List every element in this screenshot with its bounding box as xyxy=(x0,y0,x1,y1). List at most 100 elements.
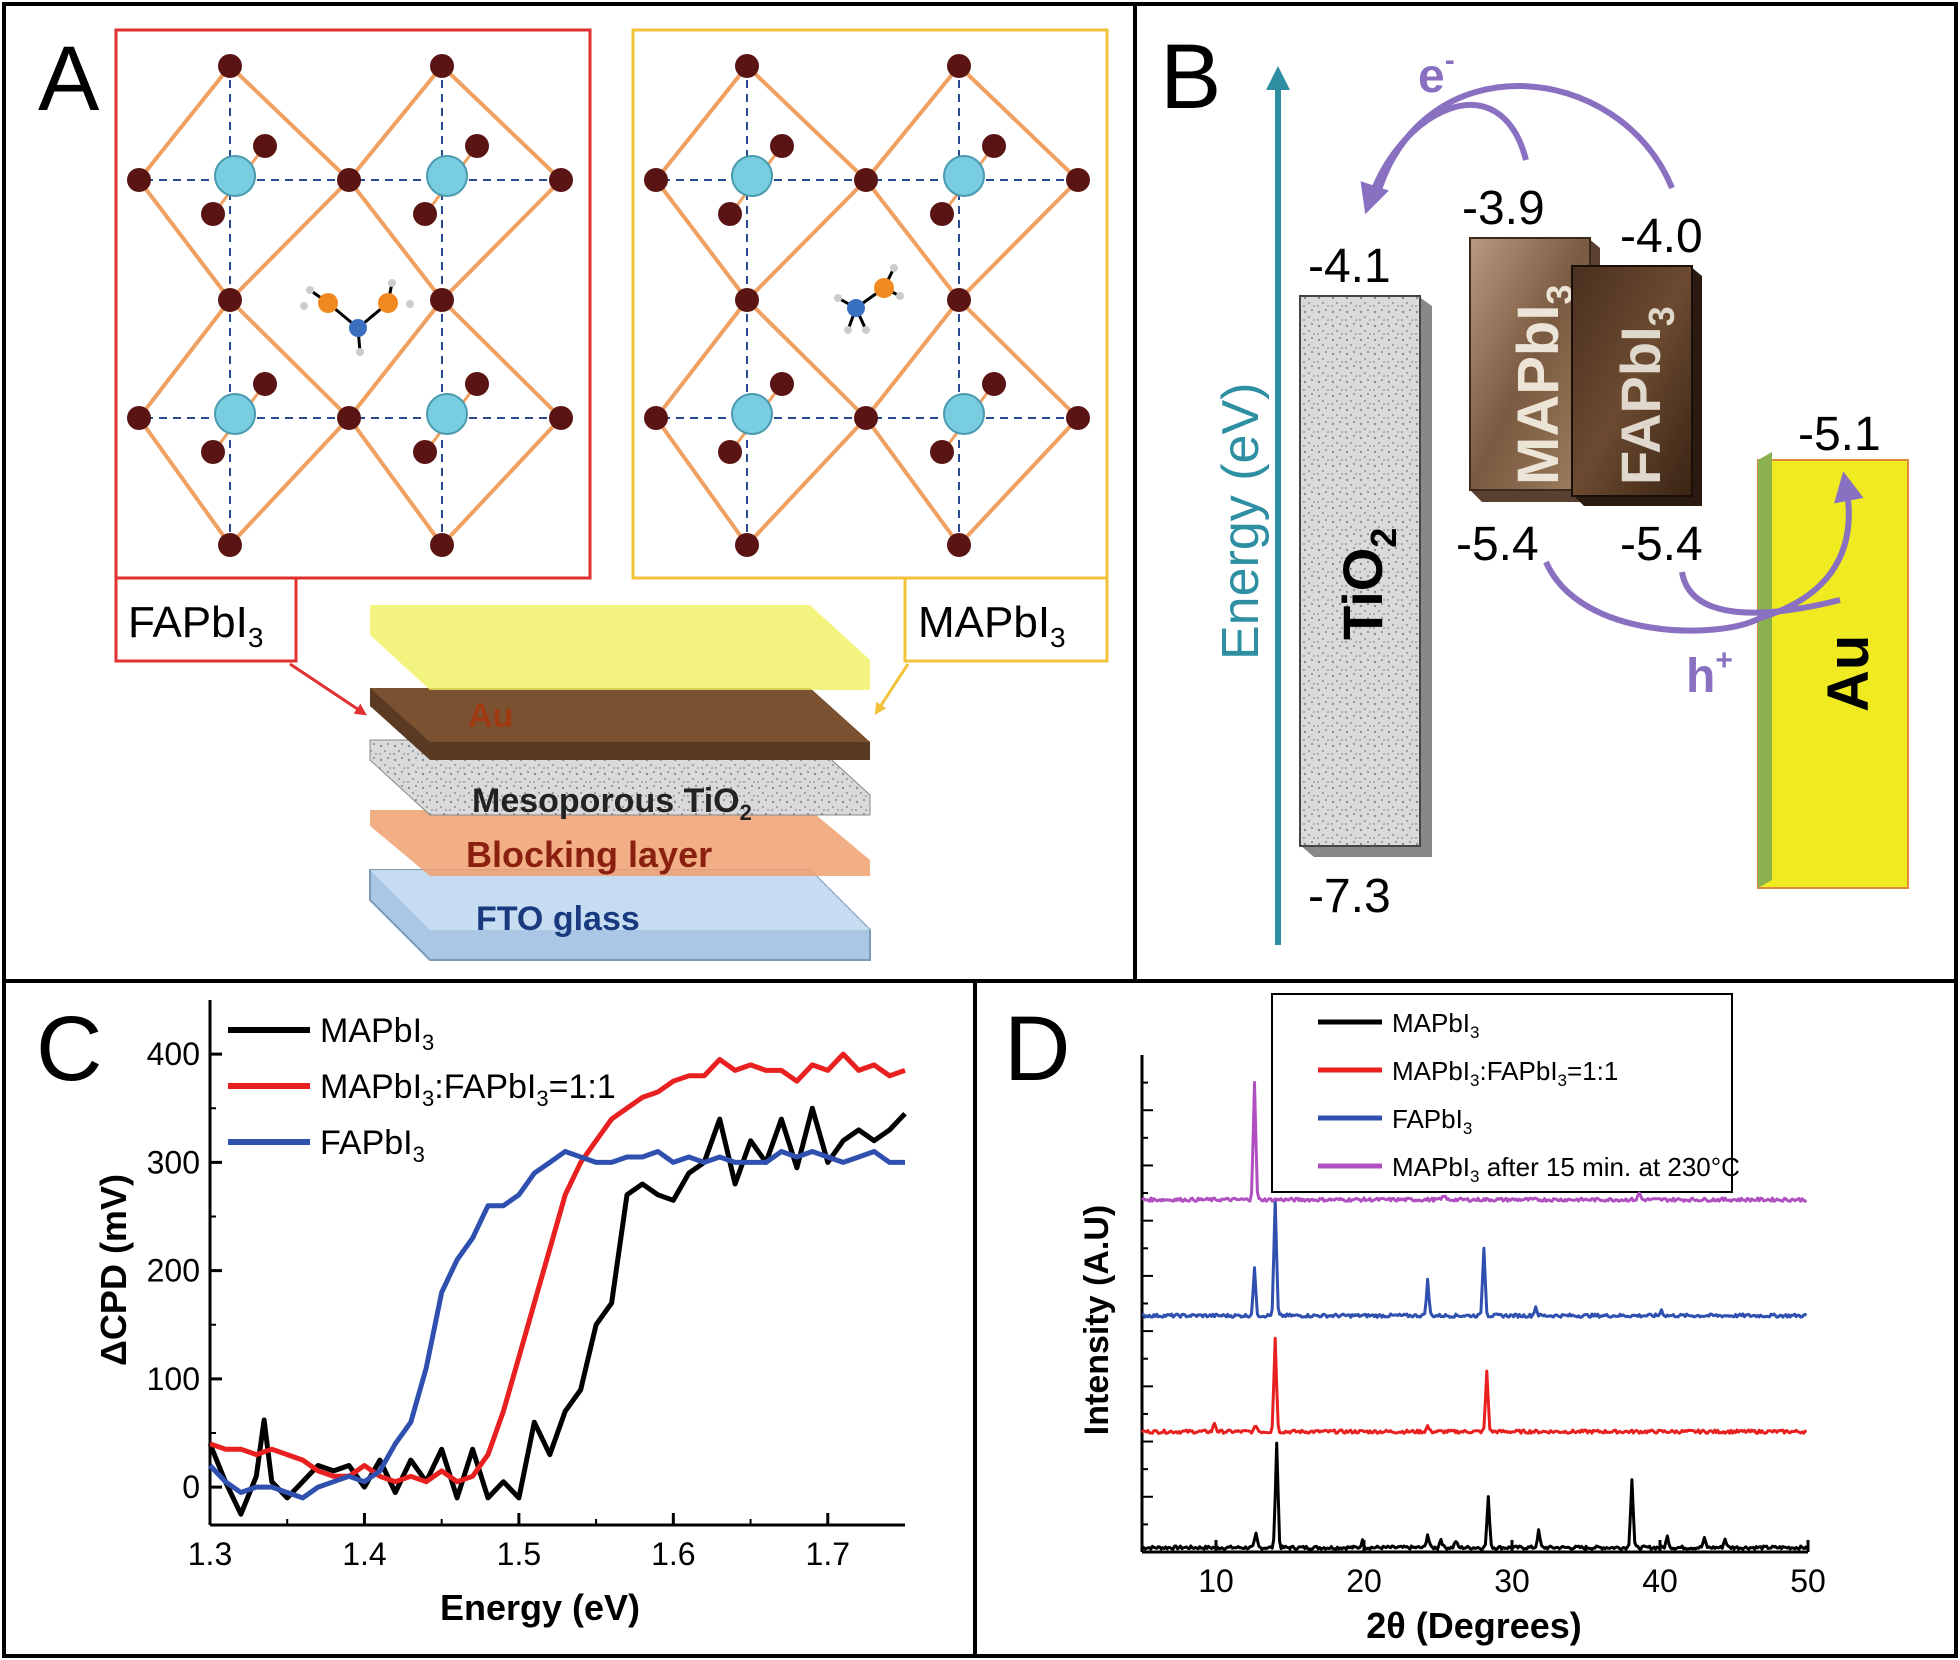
iodide-atom xyxy=(1066,406,1090,430)
xrd-x-axis-label: 2θ (Degrees) xyxy=(1366,1605,1582,1646)
iodide-atom xyxy=(218,533,242,557)
octahedron-edge xyxy=(957,298,1080,420)
mapbi3-label: MAPbI3 xyxy=(918,598,1066,653)
iodide-atom xyxy=(718,440,742,464)
electron-label: e- xyxy=(1418,44,1455,103)
iodide-atom xyxy=(430,54,454,78)
iodide-atom xyxy=(770,134,794,158)
octahedron-edge xyxy=(957,178,1080,302)
pb-atom xyxy=(426,155,468,197)
panel-a-letter: A xyxy=(38,28,100,130)
iodide-atom xyxy=(465,134,489,158)
hole-transfer-arrow-fa xyxy=(1679,571,1841,616)
iodide-atom xyxy=(770,372,794,396)
iodide-atom xyxy=(1066,168,1090,192)
xrd-y-axis-label: Intensity (A.U) xyxy=(1078,1205,1116,1435)
xrd-series-line-2 xyxy=(1141,1197,1808,1319)
octahedron-edge xyxy=(864,178,961,302)
xrd-legend-entry: FAPbI3 xyxy=(1392,1104,1472,1138)
xrd-series-line-3 xyxy=(1141,1081,1808,1203)
iodide-atom xyxy=(982,372,1006,396)
cpd-legend-entry: FAPbI3 xyxy=(320,1124,425,1167)
ma-cation-molecule xyxy=(834,264,904,334)
iodide-atom xyxy=(337,406,361,430)
octahedron-edge xyxy=(745,298,868,420)
iodide-atom xyxy=(735,54,759,78)
octahedron-edge xyxy=(137,64,232,182)
cpd-y-tick-label: 200 xyxy=(147,1253,200,1289)
cpd-x-tick-label: 1.7 xyxy=(806,1536,850,1572)
iodide-atom xyxy=(218,288,242,312)
octahedron-edge xyxy=(440,64,563,182)
octahedron-edge xyxy=(347,178,444,302)
cpd-legend-entry: MAPbI3 xyxy=(320,1012,434,1055)
iodide-atom xyxy=(735,533,759,557)
iodide-atom xyxy=(982,134,1006,158)
octahedron-edge xyxy=(864,416,961,547)
octahedron-edge xyxy=(440,298,563,420)
octahedron-edge xyxy=(864,298,961,420)
iodide-atom xyxy=(735,288,759,312)
blocking-layer xyxy=(370,810,870,876)
panel-d: D 10 20 30 40 50 2θ (Degrees) Intensity (A.U… xyxy=(1004,993,1826,1646)
iodide-atom xyxy=(413,202,437,226)
iodide-atom xyxy=(947,54,971,78)
panel-d-border xyxy=(973,979,1958,1658)
cpd-chart: 1.3 1.4 1.5 1.6 1.7 0 100 200 300 400 xyxy=(147,1000,907,1572)
octahedron-edge xyxy=(864,64,961,182)
iodide-atom xyxy=(930,440,954,464)
cpd-series-line-2 xyxy=(208,1149,905,1501)
pb-atom xyxy=(214,155,256,197)
au-level-value: -5.1 xyxy=(1798,408,1881,461)
xrd-x-tick-label: 30 xyxy=(1494,1563,1530,1599)
fapbi3-label: FAPbI3 xyxy=(128,598,263,653)
xrd-legend: MAPbI3 MAPbI3:FAPbI3=1:1 FAPbI3 MAPbI3 afte… xyxy=(1318,1008,1740,1186)
iodide-atom xyxy=(337,168,361,192)
octahedron-edge xyxy=(654,298,749,420)
octahedron-edge xyxy=(228,178,351,302)
layer-label-fto: FTO glass xyxy=(476,900,640,938)
iodide-atom xyxy=(947,533,971,557)
octahedron-edge xyxy=(347,298,444,420)
iodide-atom xyxy=(549,406,573,430)
cpd-y-tick-label: 100 xyxy=(147,1361,200,1397)
fapbi3-cb-value: -4.0 xyxy=(1620,210,1703,263)
layer-label-au: Au xyxy=(468,697,513,735)
cpd-x-tick-label: 1.6 xyxy=(651,1536,695,1572)
cpd-y-tick-label: 0 xyxy=(182,1469,200,1505)
tio2-band-block xyxy=(1299,295,1421,847)
pb-atom xyxy=(426,393,468,435)
iodide-atom xyxy=(218,54,242,78)
tio2-vb-value: -7.3 xyxy=(1308,870,1391,923)
mapbi3-structure-frame xyxy=(631,28,1109,580)
xrd-series-line-1 xyxy=(1140,1336,1808,1435)
pb-atom xyxy=(943,393,985,435)
octahedron-edge xyxy=(957,416,1080,547)
xrd-legend-entry: MAPbI3 xyxy=(1392,1008,1480,1042)
iodide-atom xyxy=(947,288,971,312)
pb-atom xyxy=(731,155,773,197)
tio2-block-label: TiO2 xyxy=(1331,528,1404,640)
iodide-atom xyxy=(127,406,151,430)
xrd-legend-entry: MAPbI3:FAPbI3=1:1 xyxy=(1392,1056,1618,1090)
xrd-legend-box xyxy=(1271,993,1733,1193)
xrd-series-line-0 xyxy=(1141,1441,1808,1551)
xrd-x-tick-label: 10 xyxy=(1198,1563,1234,1599)
fapbi3-pointer-arrow xyxy=(289,662,367,716)
iodide-atom xyxy=(127,168,151,192)
octahedron-edge xyxy=(745,416,868,547)
hole-transfer-arrow-ma xyxy=(1543,471,1864,634)
octahedron-edge xyxy=(137,178,232,302)
octahedron-edge xyxy=(228,298,351,420)
octahedron-edge xyxy=(654,416,749,547)
cpd-y-tick-label: 400 xyxy=(147,1036,200,1072)
octahedron-edge xyxy=(654,64,749,182)
iodide-atom xyxy=(201,202,225,226)
panel-c-letter: C xyxy=(36,998,102,1100)
pb-atom xyxy=(731,393,773,435)
device-stack: Au Mesoporous TiO2 Blocking layer FTO gl… xyxy=(369,605,871,961)
cpd-legend-entry: MAPbI3:FAPbI3=1:1 xyxy=(320,1068,616,1111)
fa-cation-molecule xyxy=(300,279,414,356)
